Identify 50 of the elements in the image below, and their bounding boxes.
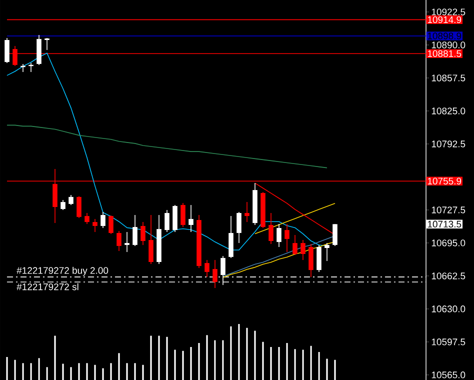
candlestick [44, 38, 50, 50]
y-tick-label: 10597.5 [432, 338, 466, 346]
candlestick [60, 200, 66, 210]
candlestick [268, 212, 274, 244]
y-tick-label: 10922.5 [432, 8, 466, 16]
ref-line-label: 10755.9 [428, 178, 462, 184]
candlestick [108, 215, 114, 234]
candlestick [116, 230, 122, 252]
candlestick [204, 260, 210, 278]
candlestick [76, 196, 82, 218]
candlestick [92, 218, 98, 232]
candlestick [292, 234, 298, 256]
y-tick-label: 10857.5 [432, 74, 466, 82]
candlestick [212, 260, 218, 288]
candlestick [316, 244, 322, 272]
candlestick [276, 224, 282, 248]
line-series [222, 242, 336, 278]
candlestick [148, 214, 154, 264]
y-tick-label: 10695.0 [432, 240, 466, 246]
y-tick-label: 10662.5 [432, 272, 466, 280]
candlestick [124, 232, 130, 252]
candlestick [100, 212, 106, 228]
ref-line-label: 10898.9 [428, 32, 462, 40]
ref-line-label: 10881.5 [428, 50, 462, 57]
candlestick [4, 38, 10, 64]
y-tick-label: 10890.0 [432, 42, 466, 48]
y-tick-label: 10630.0 [432, 306, 466, 312]
candlestick [244, 202, 250, 222]
y-tick-label: 10825.0 [432, 108, 466, 114]
y-tick-label: 10792.5 [432, 140, 466, 148]
candlestick [236, 212, 242, 244]
ref-line-label: 10914.9 [428, 16, 462, 24]
candlestick [68, 194, 74, 206]
candlestick [332, 224, 338, 246]
candlestick [140, 222, 146, 246]
candlestick [84, 212, 90, 224]
candlestick [308, 244, 314, 278]
y-tick-label: 10565.0 [432, 372, 466, 378]
candlestick [284, 224, 290, 252]
candlestick [164, 210, 170, 232]
candlestick [132, 214, 138, 246]
text: 10713.5 [428, 220, 462, 228]
ref-line-label: #122179272 sl [16, 283, 78, 290]
candlestick [300, 240, 306, 260]
candlestick [180, 202, 186, 228]
candlestick [324, 242, 330, 262]
ref-line-label: #122179272 buy 2.00 [16, 266, 108, 276]
candlestick [188, 204, 194, 232]
y-tick-label: 10727.5 [432, 206, 466, 214]
candlestick [228, 216, 234, 258]
